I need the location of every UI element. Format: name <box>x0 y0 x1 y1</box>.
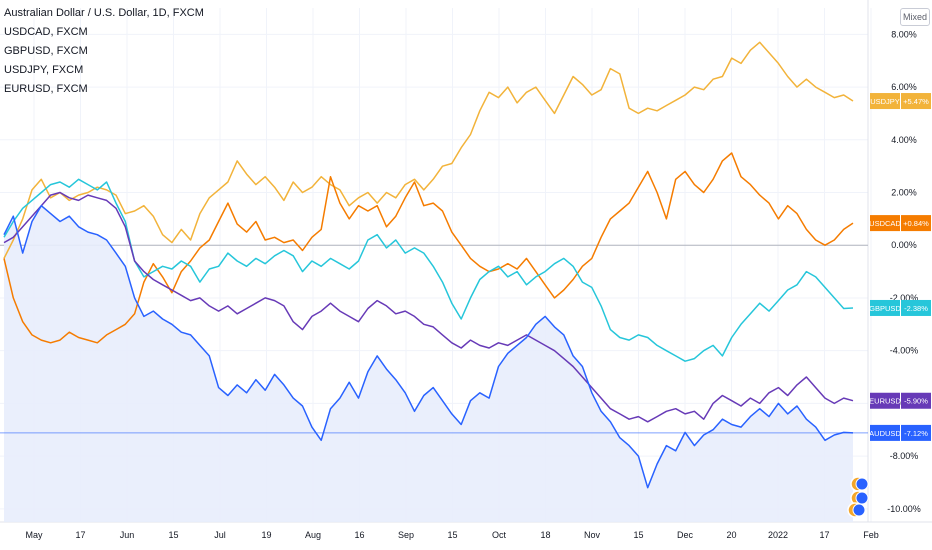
price-tag-name: USDCAD <box>869 219 901 228</box>
audusd-area <box>4 205 853 522</box>
x-tick-label: Feb <box>863 530 879 540</box>
x-tick-label: May <box>25 530 43 540</box>
price-tag-name: GBPUSD <box>869 304 901 313</box>
x-tick-label: Aug <box>305 530 321 540</box>
x-tick-label: 18 <box>540 530 550 540</box>
x-tick-label: 2022 <box>768 530 788 540</box>
price-tag-name: AUDUSD <box>869 429 901 438</box>
price-tag-audusd: AUDUSD -7.12% <box>869 424 931 441</box>
legend-item-usdjpy[interactable]: USDJPY, FXCM <box>4 64 84 76</box>
price-tag-name-bg <box>870 392 900 409</box>
legend-main-title: Australian Dollar / U.S. Dollar, 1D, FXC… <box>4 7 204 19</box>
price-tag-name: EURUSD <box>869 397 901 406</box>
price-tag-value-bg <box>901 215 931 232</box>
series-line-usdjpy[interactable] <box>3 41 854 259</box>
x-tick-label: 17 <box>819 530 829 540</box>
price-tag-name-bg <box>870 93 900 110</box>
series-line-eurusd[interactable] <box>3 191 854 423</box>
series-line-usdcad[interactable] <box>3 152 854 344</box>
price-tag-value-bg <box>901 93 931 110</box>
x-tick-label: 16 <box>354 530 364 540</box>
price-tag-name-bg <box>870 299 900 316</box>
y-tick-label: 8.00% <box>891 29 917 39</box>
x-tick-label: 20 <box>726 530 736 540</box>
legend: Australian Dollar / U.S. Dollar, 1D, FXC… <box>4 4 204 99</box>
y-tick-label: -4.00% <box>890 346 919 356</box>
x-tick-label: 15 <box>633 530 643 540</box>
y-tick-label: -8.00% <box>890 451 919 461</box>
y-tick-label: -10.00% <box>887 504 921 514</box>
price-tag-value: -5.90% <box>904 397 928 406</box>
price-tag-usdcad: USDCAD +0.84% <box>869 215 931 232</box>
price-tag-usdjpy: USDJPY +5.47% <box>870 93 931 110</box>
x-tick-label: 15 <box>168 530 178 540</box>
price-tag-value-bg <box>901 392 931 409</box>
price-tag-gbpusd: GBPUSD -2.38% <box>869 299 931 316</box>
price-tag-value: -2.38% <box>904 304 928 313</box>
scale-mode-button[interactable]: Mixed <box>900 8 930 26</box>
x-tick-label: Jun <box>120 530 135 540</box>
y-tick-label: -2.00% <box>890 293 919 303</box>
price-tag-eurusd: EURUSD -5.90% <box>869 392 931 409</box>
x-tick-label: Oct <box>492 530 507 540</box>
x-tick-label: 15 <box>447 530 457 540</box>
event-flag-icon[interactable] <box>852 503 866 517</box>
x-tick-label: 17 <box>75 530 85 540</box>
y-tick-label: 0.00% <box>891 240 917 250</box>
x-tick-label: Jul <box>214 530 226 540</box>
y-tick-label: 6.00% <box>891 82 917 92</box>
price-tag-value-bg <box>901 424 931 441</box>
price-tag-name-bg <box>870 424 900 441</box>
x-tick-label: Sep <box>398 530 414 540</box>
price-tag-value: +0.84% <box>903 219 929 228</box>
legend-item-gbpusd[interactable]: GBPUSD, FXCM <box>4 45 88 57</box>
x-tick-label: 19 <box>261 530 271 540</box>
price-tag-name-bg <box>870 215 900 232</box>
x-tick-label: Dec <box>677 530 694 540</box>
legend-item-usdcad[interactable]: USDCAD, FXCM <box>4 26 88 38</box>
series-line-gbpusd[interactable] <box>3 178 854 362</box>
y-tick-label: 2.00% <box>891 188 917 198</box>
series-line-audusd[interactable] <box>3 204 854 489</box>
price-tag-value-bg <box>901 299 931 316</box>
y-tick-label: 4.00% <box>891 135 917 145</box>
event-flag-icon[interactable] <box>855 477 869 491</box>
event-flag-icon[interactable] <box>855 491 869 505</box>
price-tag-name: USDJPY <box>870 97 900 106</box>
x-tick-label: Nov <box>584 530 601 540</box>
legend-item-eurusd[interactable]: EURUSD, FXCM <box>4 83 88 95</box>
price-tag-value: +5.47% <box>903 97 929 106</box>
price-tag-value: -7.12% <box>904 429 928 438</box>
